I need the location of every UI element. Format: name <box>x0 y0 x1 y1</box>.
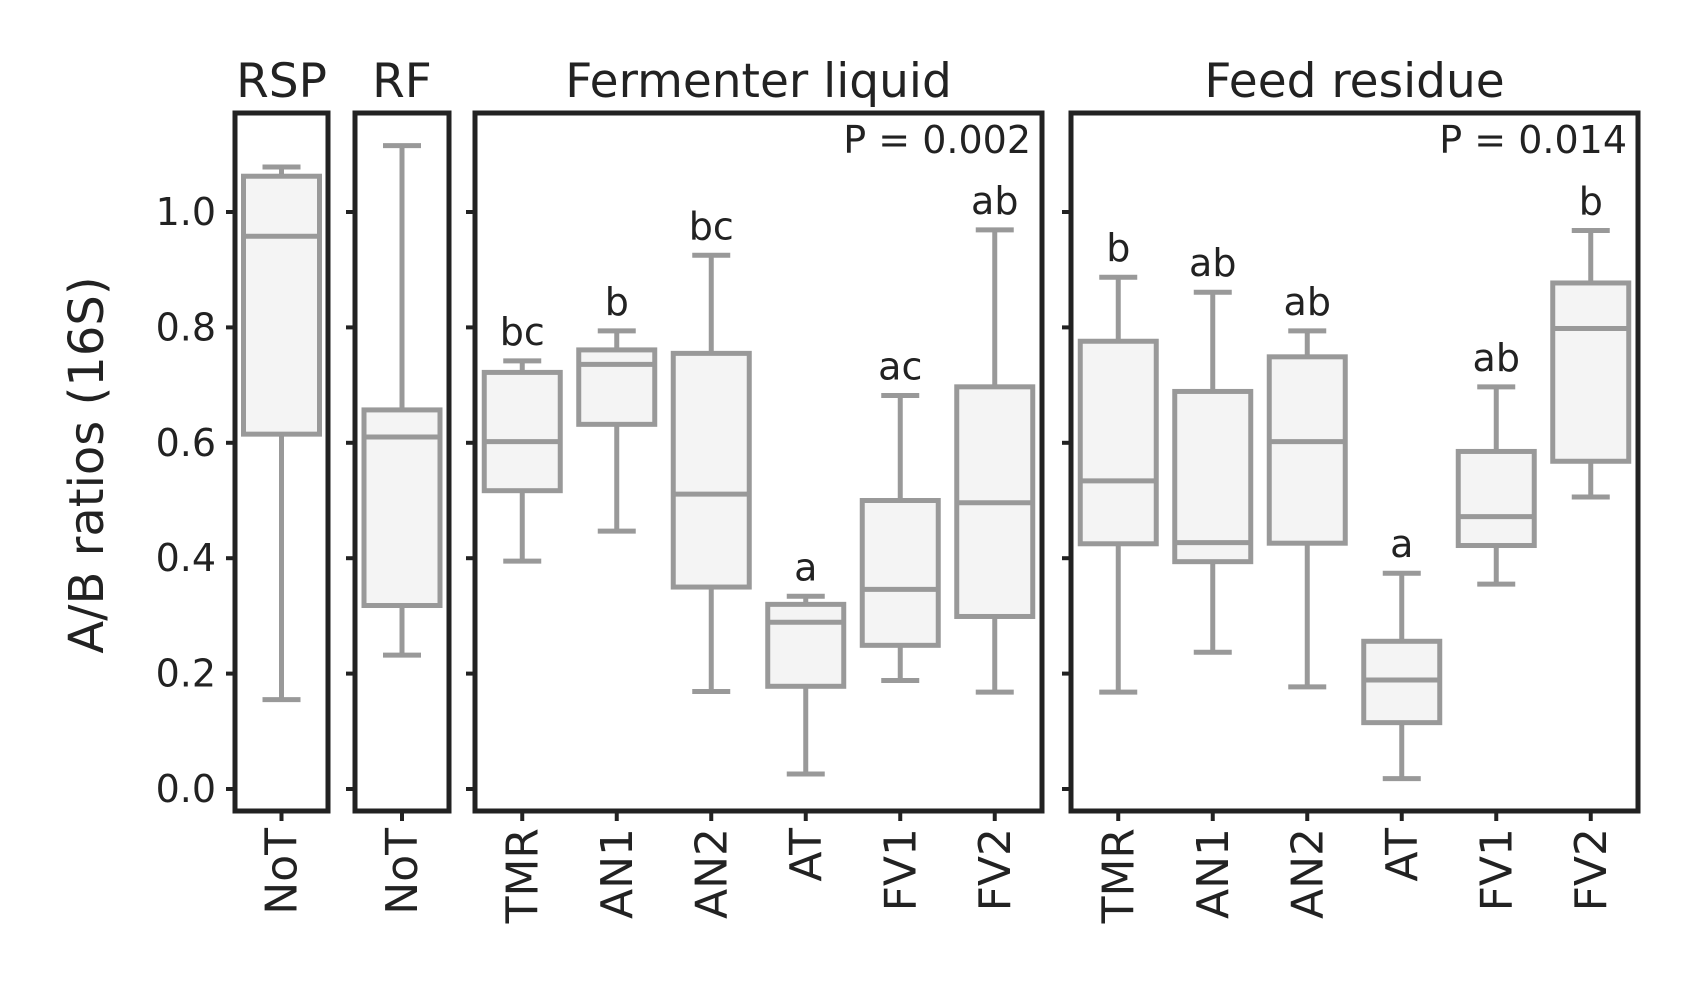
box-an1: ab AN1 <box>1172 241 1254 919</box>
box-at: a AT <box>765 545 847 882</box>
box-iqr <box>1172 388 1254 565</box>
p-value-label: P = 0.002 <box>843 118 1031 162</box>
significance-letter: b <box>1106 226 1130 270</box>
panels: RSP NoT RF NoT Fermenter liquid P = 0.002 bc TM… <box>226 54 1641 924</box>
significance-letter: ab <box>1284 280 1331 324</box>
x-tick-label: NoT <box>377 828 428 915</box>
box-an1: b AN1 <box>576 280 658 919</box>
significance-letter: ac <box>878 344 922 388</box>
box-tmr: b TMR <box>1077 226 1159 924</box>
panel-title: RSP <box>236 54 327 109</box>
box-iqr <box>1455 448 1537 549</box>
panel-0: RSP NoT <box>226 54 331 915</box>
box-iqr <box>765 601 847 689</box>
x-tick-label: FV2 <box>1566 828 1617 911</box>
panel-frame <box>472 110 1045 814</box>
y-tick-label: 0.4 <box>156 536 216 580</box>
box-iqr <box>1550 280 1632 464</box>
panel-title: Fermenter liquid <box>565 54 952 109</box>
x-tick-label: TMR <box>1093 828 1144 924</box>
x-tick-label: FV2 <box>970 828 1021 911</box>
box-tmr: bc TMR <box>481 310 563 924</box>
significance-letter: bc <box>689 204 734 248</box>
box-iqr <box>576 347 658 427</box>
significance-letter: b <box>1579 179 1603 223</box>
box-not: NoT <box>241 164 322 915</box>
significance-letter: ab <box>1189 241 1236 285</box>
box-fv1: ac FV1 <box>859 344 941 911</box>
panel-1: RF NoT <box>346 54 452 915</box>
box-an2: bc AN2 <box>670 204 752 919</box>
significance-letter: bc <box>500 310 545 354</box>
box-not: NoT <box>361 143 443 915</box>
significance-letter: ab <box>1473 336 1520 380</box>
panel-title: RF <box>372 54 432 109</box>
y-tick-label: 1.0 <box>156 190 216 234</box>
significance-letter: a <box>1390 522 1413 566</box>
y-tick-label: 0.2 <box>156 652 216 696</box>
box-at: a AT <box>1361 522 1443 882</box>
box-an2: ab AN2 <box>1266 280 1348 919</box>
box-iqr <box>1266 354 1348 546</box>
panel-3: Feed residue P = 0.014 b TMR ab AN1 ab AN2 a AT ab… <box>1062 54 1641 924</box>
x-tick-label: AN1 <box>1188 828 1239 919</box>
y-axis: 0.0 0.2 0.4 0.6 0.8 1.0 <box>156 190 216 811</box>
x-tick-label: NoT <box>257 828 308 915</box>
x-tick-label: AT <box>781 828 832 882</box>
box-iqr <box>1077 338 1159 547</box>
box-fv2: ab FV2 <box>954 179 1036 911</box>
box-iqr <box>670 350 752 590</box>
box-iqr <box>241 173 322 437</box>
x-tick-label: AN2 <box>1282 828 1333 919</box>
significance-letter: ab <box>971 179 1018 223</box>
x-tick-label: AN1 <box>592 828 643 919</box>
significance-letter: a <box>794 545 817 589</box>
significance-letter: b <box>605 280 629 324</box>
box-iqr <box>481 369 563 494</box>
box-fv2: b FV2 <box>1550 179 1632 911</box>
x-tick-label: AN2 <box>686 828 737 919</box>
x-tick-label: TMR <box>497 828 548 924</box>
p-value-label: P = 0.014 <box>1439 118 1627 162</box>
y-axis-label: A/B ratios (16S) <box>59 276 115 653</box>
y-tick-label: 0.0 <box>156 767 216 811</box>
panel-title: Feed residue <box>1204 54 1504 109</box>
box-iqr <box>361 407 443 609</box>
x-tick-label: FV1 <box>1471 828 1522 911</box>
x-tick-label: AT <box>1377 828 1428 882</box>
box-fv1: ab FV1 <box>1455 336 1537 911</box>
y-tick-label: 0.6 <box>156 421 216 465</box>
box-iqr <box>859 498 941 648</box>
x-tick-label: FV1 <box>875 828 926 911</box>
panel-2: Fermenter liquid P = 0.002 bc TMR b AN1 bc AN2 a… <box>466 54 1045 924</box>
y-tick-label: 0.8 <box>156 305 216 349</box>
panel-frame <box>1068 110 1641 814</box>
